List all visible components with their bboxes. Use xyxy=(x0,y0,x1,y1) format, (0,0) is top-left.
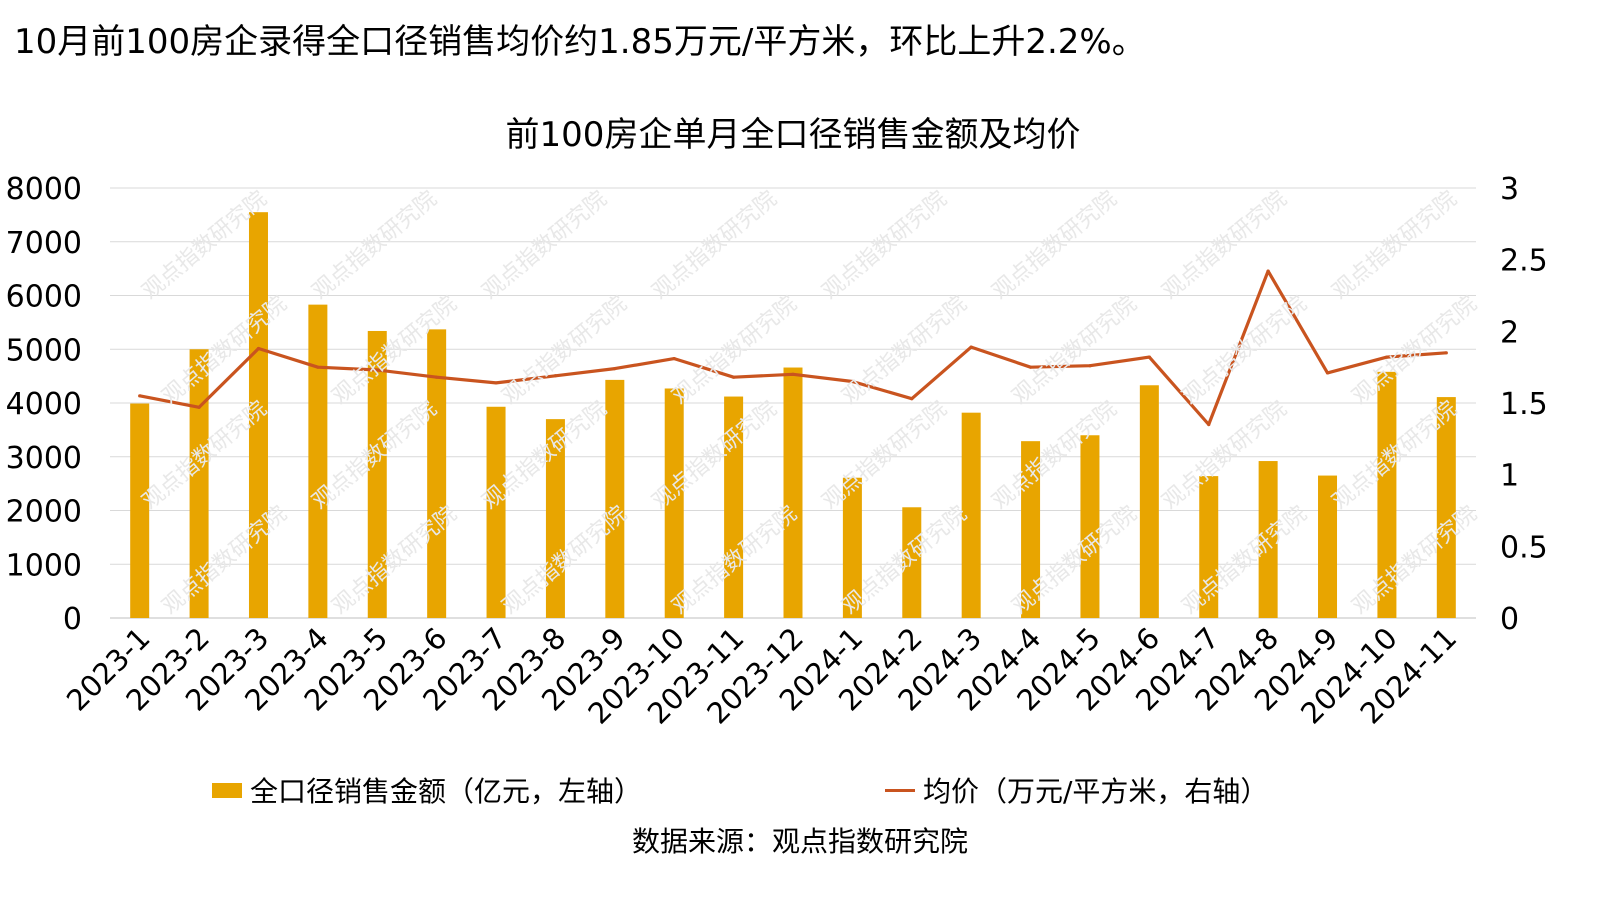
legend-bar-label: 全口径销售金额（亿元，左轴） xyxy=(250,775,643,808)
line-point xyxy=(316,365,320,369)
chart: 前100房企单月全口径销售金额及均价 0 1000 2000 3000 4000 5000 6… xyxy=(6,115,1548,731)
legend-line-label: 均价（万元/平方米，右轴） xyxy=(923,775,1269,808)
line-point xyxy=(197,405,201,409)
bar xyxy=(1199,476,1219,618)
line-point xyxy=(494,381,498,385)
watermark: 观点指数研究院 xyxy=(1008,291,1142,409)
line-point xyxy=(435,375,439,379)
bar xyxy=(1436,397,1456,618)
legend-bar-swatch xyxy=(212,782,242,798)
y-right-tick-label: 2.5 xyxy=(1500,244,1548,279)
watermark: 观点指数研究院 xyxy=(648,186,782,304)
y-right-tick-label: 1.5 xyxy=(1500,387,1548,422)
y-left-tick-label: 1000 xyxy=(6,548,82,583)
line-point xyxy=(1385,355,1389,359)
watermark: 观点指数研究院 xyxy=(158,501,292,619)
line-point xyxy=(553,374,558,378)
bar xyxy=(1139,385,1159,618)
bar xyxy=(308,304,328,618)
y-left-tick-label: 8000 xyxy=(6,172,82,207)
watermark: 观点指数研究院 xyxy=(1348,291,1482,409)
watermark: 观点指数研究院 xyxy=(158,291,292,409)
line-point xyxy=(1028,365,1033,369)
watermark: 观点指数研究院 xyxy=(818,396,952,514)
bar xyxy=(1318,475,1338,618)
line-point xyxy=(791,372,795,376)
y-left-tick-label: 0 xyxy=(63,602,82,637)
legend: 全口径销售金额（亿元，左轴） 均价（万元/平方米，右轴） xyxy=(0,770,1600,810)
bar xyxy=(545,419,565,618)
y-left-tick-label: 5000 xyxy=(6,333,82,368)
y-right-tick-label: 0.5 xyxy=(1500,530,1548,565)
y-left-tick-label: 6000 xyxy=(6,280,82,315)
watermark: 观点指数研究院 xyxy=(988,186,1122,304)
y-left-tick-label: 3000 xyxy=(6,441,82,476)
bar xyxy=(189,349,209,618)
watermark: 观点指数研究院 xyxy=(1178,291,1312,409)
line-point xyxy=(910,397,914,401)
line-point xyxy=(1147,355,1151,359)
line-point xyxy=(850,379,854,384)
watermark: 观点指数研究院 xyxy=(1158,186,1292,304)
line-point xyxy=(375,368,379,372)
bar xyxy=(605,379,625,618)
watermark: 观点指数研究院 xyxy=(1348,501,1482,619)
bar xyxy=(842,477,862,618)
line-point xyxy=(1444,351,1448,355)
y-left-tick-label: 4000 xyxy=(6,387,82,422)
line-point xyxy=(1207,422,1211,427)
y-right-tick-label: 0 xyxy=(1500,602,1519,637)
line-point xyxy=(613,367,617,371)
line-point xyxy=(1325,371,1330,375)
bar xyxy=(961,412,981,618)
watermark: 观点指数研究院 xyxy=(818,186,952,304)
line-point xyxy=(1266,269,1270,273)
bar xyxy=(248,212,268,618)
bar xyxy=(427,329,447,618)
bar xyxy=(1377,371,1397,618)
line-point xyxy=(672,356,676,361)
line-point xyxy=(1088,364,1092,368)
bar xyxy=(367,330,387,618)
line-point xyxy=(256,346,261,351)
bar xyxy=(724,396,744,618)
watermark: 观点指数研究院 xyxy=(1178,501,1312,619)
y-right-tick-label: 3 xyxy=(1500,172,1519,207)
y-left-tick-label: 2000 xyxy=(6,495,82,530)
bar xyxy=(902,507,922,618)
watermark: 观点指数研究院 xyxy=(988,396,1122,514)
y-left-tick-label: 7000 xyxy=(6,226,82,261)
line-point xyxy=(138,394,142,398)
bar xyxy=(1080,435,1100,618)
bar xyxy=(1258,461,1278,618)
watermark: 观点指数研究院 xyxy=(1328,186,1462,304)
y-right-tick-label: 2 xyxy=(1500,315,1519,350)
y-right-tick-label: 1 xyxy=(1500,459,1519,494)
watermark: 观点指数研究院 xyxy=(838,291,972,409)
watermark: 观点指数研究院 xyxy=(668,291,802,409)
bar xyxy=(783,367,803,618)
line-point xyxy=(732,375,736,379)
bar xyxy=(1021,441,1041,618)
source-note: 数据来源：观点指数研究院 xyxy=(631,825,968,858)
legend-item-line: 均价（万元/平方米，右轴） xyxy=(885,770,1268,810)
bar xyxy=(664,388,684,618)
legend-line-swatch xyxy=(885,788,915,792)
legend-item-bar: 全口径销售金额（亿元，左轴） xyxy=(212,770,642,810)
watermark: 观点指数研究院 xyxy=(308,186,442,304)
chart-title: 前100房企单月全口径销售金额及均价 xyxy=(506,115,1081,155)
watermark: 观点指数研究院 xyxy=(478,186,612,304)
bar xyxy=(486,406,506,618)
line-point xyxy=(969,345,973,349)
bar xyxy=(130,403,150,618)
headline: 10月前100房企录得全口径销售均价约1.85万元/平方米，环比上升2.2%。 xyxy=(14,22,1146,62)
